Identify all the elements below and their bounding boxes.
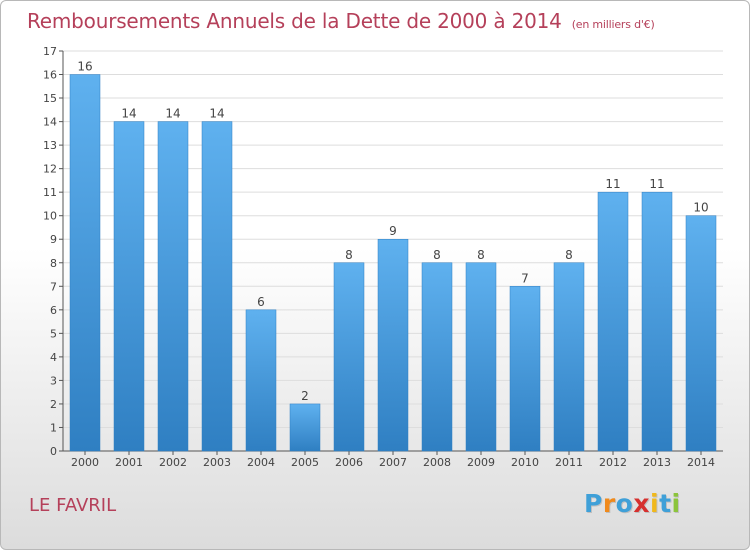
labels: 0123456789101112131415161716200014200114… (43, 45, 715, 469)
bar-2004 (245, 309, 277, 452)
x-tick-label-2004: 2004 (247, 456, 275, 469)
x-tick-label-2003: 2003 (203, 456, 231, 469)
bar-2013 (641, 191, 673, 452)
x-tick-label-2006: 2006 (335, 456, 363, 469)
x-tick-label-2000: 2000 (71, 456, 99, 469)
data-label-2000: 16 (77, 60, 92, 74)
x-tick-label-2007: 2007 (379, 456, 407, 469)
proxiti-logo: Proxiti (584, 489, 681, 518)
logo-letter: i (671, 489, 681, 518)
bar-2001 (113, 121, 145, 452)
data-label-2009: 8 (477, 248, 485, 262)
y-tick-label: 17 (43, 45, 57, 58)
x-tick-label-2002: 2002 (159, 456, 187, 469)
y-tick-label: 5 (50, 327, 57, 340)
bar-2011 (553, 262, 585, 452)
chart-subtitle: (en milliers d'€) (571, 18, 655, 31)
y-tick-label: 10 (43, 210, 57, 223)
bar-2010 (509, 286, 541, 452)
y-tick-label: 2 (50, 398, 57, 411)
data-label-2001: 14 (121, 107, 136, 121)
logo-letter: x (633, 489, 650, 518)
x-tick-label-2010: 2010 (511, 456, 539, 469)
logo-letter: i (650, 489, 660, 518)
data-label-2006: 8 (345, 248, 353, 262)
logo-letter: r (602, 489, 616, 518)
x-tick-label-2014: 2014 (687, 456, 715, 469)
y-tick-label: 4 (50, 351, 57, 364)
x-tick-label-2005: 2005 (291, 456, 319, 469)
y-tick-label: 0 (50, 445, 57, 458)
x-tick-label-2001: 2001 (115, 456, 143, 469)
y-tick-label: 16 (43, 69, 57, 82)
y-tick-label: 14 (43, 116, 57, 129)
y-tick-label: 15 (43, 92, 57, 105)
bars (69, 74, 717, 452)
data-label-2013: 11 (649, 177, 664, 191)
data-label-2011: 8 (565, 248, 573, 262)
x-tick-label-2011: 2011 (555, 456, 583, 469)
logo-letter: P (584, 489, 603, 518)
x-tick-label-2012: 2012 (599, 456, 627, 469)
bar-2008 (421, 262, 453, 452)
data-label-2005: 2 (301, 389, 309, 403)
chart-title-main: Remboursements Annuels de la Dette de 20… (27, 9, 562, 33)
bar-2000 (69, 74, 101, 452)
y-tick-label: 6 (50, 304, 57, 317)
bar-2006 (333, 262, 365, 452)
y-tick-label: 12 (43, 163, 57, 176)
y-tick-label: 7 (50, 280, 57, 293)
data-label-2012: 11 (605, 177, 620, 191)
location-name: LE FAVRIL (29, 495, 117, 516)
x-tick-label-2009: 2009 (467, 456, 495, 469)
data-label-2014: 10 (693, 201, 708, 215)
chart-title: Remboursements Annuels de la Dette de 20… (27, 9, 655, 33)
data-label-2008: 8 (433, 248, 441, 262)
data-label-2004: 6 (257, 295, 265, 309)
bar-2002 (157, 121, 189, 452)
x-tick-label-2013: 2013 (643, 456, 671, 469)
bar-2014 (685, 215, 717, 452)
x-tick-label-2008: 2008 (423, 456, 451, 469)
y-tick-label: 1 (50, 421, 57, 434)
bar-2003 (201, 121, 233, 452)
bar-2007 (377, 238, 409, 452)
data-label-2003: 14 (209, 107, 224, 121)
bar-2009 (465, 262, 497, 452)
logo-letter: o (615, 489, 634, 518)
data-label-2002: 14 (165, 107, 180, 121)
data-label-2007: 9 (389, 224, 397, 238)
y-tick-label: 9 (50, 233, 57, 246)
data-label-2010: 7 (521, 271, 529, 285)
logo-letter: t (659, 489, 672, 518)
bar-2012 (597, 191, 629, 452)
y-tick-label: 11 (43, 186, 57, 199)
y-tick-label: 8 (50, 257, 57, 270)
bar-2005 (289, 403, 321, 452)
y-tick-label: 3 (50, 374, 57, 387)
y-tick-label: 13 (43, 139, 57, 152)
